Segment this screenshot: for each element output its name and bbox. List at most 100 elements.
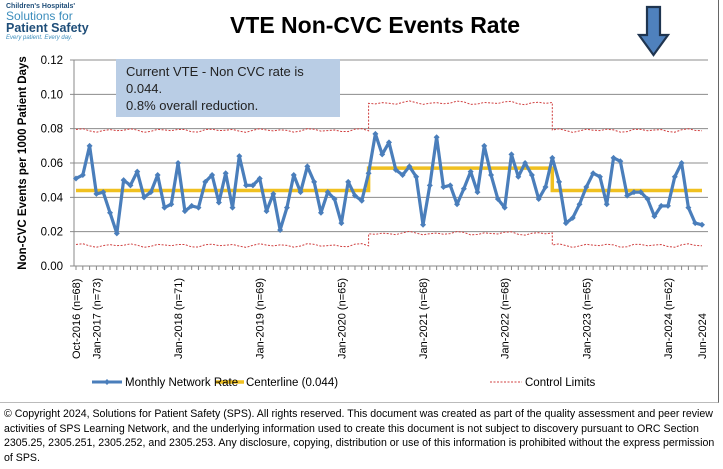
data-point [596,173,603,180]
data-point [576,201,583,208]
data-point [433,134,440,141]
data-point [351,192,358,199]
data-point [209,172,216,179]
data-point [249,182,256,189]
data-point [256,175,263,182]
data-point [542,184,549,191]
data-point [610,154,617,161]
data-point [637,189,644,196]
data-point [481,142,488,149]
data-point [630,189,637,196]
centerline-path [76,166,702,193]
data-point [134,168,141,175]
data-point [290,172,297,179]
y-tick-label: 0.10 [41,89,63,101]
x-tick-label: Jan-2021 (n=68) [418,278,430,359]
data-point [141,194,148,201]
data-point [658,202,665,209]
data-point [664,202,671,209]
y-tick-label: 0.08 [41,124,63,136]
data-point [617,158,624,165]
data-point [515,173,522,180]
annotation-line: Current VTE - Non CVC rate is [126,64,304,79]
data-point [324,189,331,196]
down-arrow-icon [636,5,671,57]
data-point [229,204,236,211]
logo-line: Solutions for [6,9,73,23]
chart-title: VTE Non-CVC Events Rate [229,12,521,38]
centerline [76,166,702,193]
data-point [590,170,597,177]
annotation-line: 0.8% overall reduction. [126,98,259,113]
data-point [202,178,209,185]
data-point [413,173,420,180]
data-point [535,196,542,203]
data-point [93,190,100,197]
x-tick-label: Jan-2017 (n=73) [91,278,103,359]
data-point [671,173,678,180]
data-point [236,153,243,160]
data-point [603,201,610,208]
data-point [678,160,685,166]
sps-logo: Children's Hospitals' Solutions for Pati… [6,3,89,41]
data-point [501,204,508,211]
x-tick-label: Jan-2020 (n=65) [336,278,348,359]
data-point [365,170,372,177]
data-point [549,154,556,161]
data-point [331,196,338,203]
data-point [175,160,182,166]
data-point [338,220,345,227]
data-point [304,163,311,170]
data-point [399,172,406,179]
rate-line [75,132,703,235]
data-point [154,172,161,179]
x-tick-label: Oct-2016 (n=68) [71,279,83,359]
y-tick-label: 0.04 [41,192,64,204]
data-point [372,130,379,137]
data-point [161,204,168,211]
annotation-line: 0.044. [126,81,163,96]
data-point [624,192,631,199]
ucl-line [75,100,703,133]
data-point [195,204,202,211]
data-point [100,189,107,196]
copyright-footer: © Copyright 2024, Solutions for Patient … [4,408,715,464]
data-point [277,226,284,233]
y-tick-label: 0.02 [41,227,63,239]
data-point [474,189,481,196]
data-point [440,184,447,191]
data-point [215,199,222,206]
data-point [583,184,590,191]
data-point [460,185,467,192]
x-tick-label: Jun-2024 [697,313,709,359]
annotation-box: Current VTE - Non CVC rate is 0.044. 0.8… [116,59,340,117]
legend-label: Monthly Network Rate [125,377,238,389]
data-point [283,204,290,211]
data-point [317,209,324,216]
data-point [562,220,569,227]
data-point [528,172,535,179]
data-point [120,177,127,184]
data-point [556,178,563,185]
y-axis-label: Non-CVC Events per 1000 Patient Days [17,56,29,269]
chart-frame [0,0,719,403]
chart-svg: 0.00 0.02 0.04 0.06 0.08 0.10 0.12 Oct-2016 (n… [17,5,709,389]
data-point [569,214,576,221]
data-point [386,139,392,146]
data-point [488,172,495,179]
x-tick-label: Jan-2018 (n=71) [173,278,185,359]
data-point [243,182,250,189]
logo-line: Patient Safety [6,21,89,35]
data-point [508,151,515,158]
data-point [522,160,529,166]
data-point [107,209,114,216]
data-point [181,208,188,215]
data-point [426,182,433,189]
x-tick-label: Jan-2024 (n=62) [663,278,675,359]
y-tick-labels: 0.00 0.02 0.04 0.06 0.08 0.10 0.12 [41,55,64,273]
legend-marker [104,379,110,385]
logo-line: Every patient. Every day. [6,34,73,41]
data-point [127,182,134,189]
data-point [222,170,229,177]
